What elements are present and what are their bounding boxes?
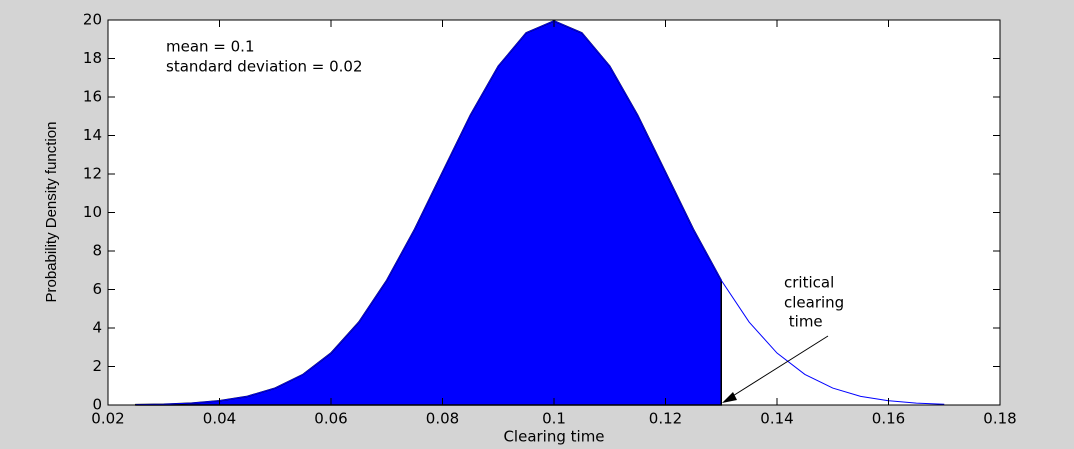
x-tick-label: 0.18 <box>983 410 1016 428</box>
annotation: standard deviation = 0.02 <box>166 58 363 76</box>
y-tick-label: 20 <box>83 11 102 29</box>
y-tick-label: 18 <box>83 49 102 67</box>
annotation: time <box>784 313 823 331</box>
x-tick-label: 0.16 <box>872 410 905 428</box>
y-tick-label: 10 <box>83 203 102 221</box>
y-tick-label: 2 <box>92 357 102 375</box>
y-tick-label: 6 <box>92 280 102 298</box>
y-tick-label: 14 <box>83 126 102 144</box>
arrow-head <box>722 392 737 403</box>
y-tick-label: 0 <box>92 396 102 414</box>
x-tick-label: 0.12 <box>649 410 682 428</box>
x-axis-label: Clearing time <box>503 428 604 446</box>
y-tick-label: 8 <box>92 242 102 260</box>
x-tick-label: 0.06 <box>314 410 347 428</box>
x-tick-label: 0.14 <box>760 410 793 428</box>
annotation: mean = 0.1 <box>166 38 255 56</box>
annotation: critical <box>784 274 834 292</box>
x-tick-label: 0.08 <box>426 410 459 428</box>
y-tick-label: 4 <box>92 319 102 337</box>
x-tick-label: 0.02 <box>91 410 124 428</box>
x-tick-label: 0.04 <box>203 410 236 428</box>
y-axis-label: Probability Density function <box>43 122 60 303</box>
y-tick-label: 16 <box>83 88 102 106</box>
annotation: clearing <box>784 294 844 312</box>
arrow <box>727 335 829 400</box>
x-tick-label: 0.1 <box>542 410 566 428</box>
line <box>135 20 945 406</box>
y-tick-label: 12 <box>83 165 102 183</box>
